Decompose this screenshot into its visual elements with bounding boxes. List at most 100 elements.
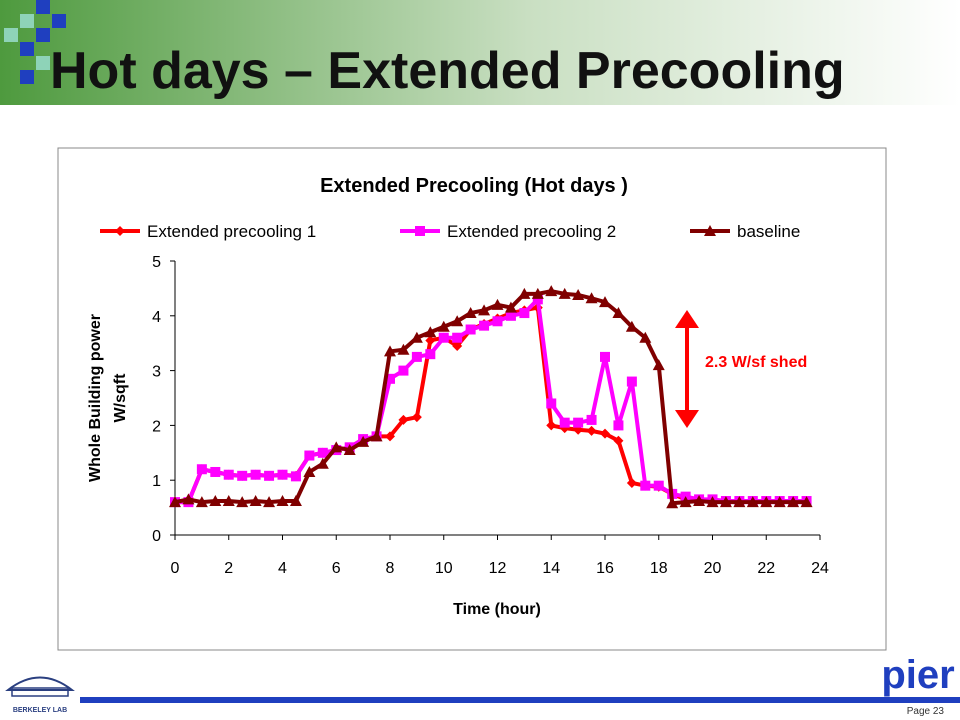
point <box>411 351 422 362</box>
y-tick-label: 2 <box>152 418 161 435</box>
logo-left: BERKELEY LAB <box>13 707 67 714</box>
legend-label: baseline <box>737 222 800 241</box>
point <box>330 441 343 453</box>
legend-marker <box>415 226 425 236</box>
x-tick-label: 2 <box>224 560 233 577</box>
legend-label: Extended precooling 1 <box>147 222 316 241</box>
point <box>236 496 249 508</box>
chart-title: Extended Precooling (Hot days ) <box>320 175 628 197</box>
point <box>504 301 517 313</box>
point <box>196 464 207 475</box>
x-tick-label: 12 <box>489 560 507 577</box>
point <box>546 420 557 431</box>
point <box>452 332 463 343</box>
point <box>585 292 598 304</box>
point <box>425 349 436 360</box>
point <box>491 298 504 310</box>
point <box>613 420 624 431</box>
legend-marker <box>115 226 125 236</box>
point <box>519 308 530 319</box>
point <box>384 345 396 357</box>
point <box>626 477 637 488</box>
point <box>573 417 584 428</box>
point <box>317 447 328 458</box>
x-tick-label: 4 <box>278 560 287 577</box>
point <box>679 496 692 508</box>
footer-bar <box>80 697 960 703</box>
y-axis-label: Whole Building power W/sqft <box>87 314 129 482</box>
point <box>492 316 503 327</box>
point <box>385 431 395 442</box>
point <box>397 343 410 355</box>
point <box>613 435 624 446</box>
x-tick-label: 24 <box>811 560 829 577</box>
point <box>385 373 395 384</box>
point <box>290 471 301 482</box>
point <box>478 304 491 316</box>
point <box>249 495 262 507</box>
point <box>531 287 544 299</box>
point <box>787 496 800 508</box>
point <box>479 320 490 331</box>
logo-left-icon <box>5 676 75 697</box>
y-tick-label: 4 <box>152 309 161 326</box>
point <box>706 496 719 508</box>
point <box>169 496 181 508</box>
chart-frame <box>57 147 887 651</box>
x-axis-label: Time (hour) <box>453 601 541 618</box>
point <box>572 288 585 300</box>
point <box>209 495 222 507</box>
point <box>304 450 315 461</box>
x-tick-label: 22 <box>757 560 775 577</box>
point <box>640 480 651 491</box>
point <box>210 466 221 477</box>
point <box>546 398 557 409</box>
page-number: Page 23 <box>907 706 945 717</box>
point <box>653 480 664 491</box>
point <box>586 414 597 425</box>
point <box>746 496 759 508</box>
point <box>559 417 570 428</box>
y-tick-label: 1 <box>152 473 161 490</box>
point <box>693 495 706 507</box>
point <box>182 493 195 505</box>
x-tick-label: 6 <box>332 560 341 577</box>
point <box>195 496 208 508</box>
point <box>600 351 610 362</box>
point <box>316 457 329 469</box>
x-tick-label: 20 <box>704 560 722 577</box>
point <box>505 310 516 321</box>
point <box>237 470 248 481</box>
point <box>425 335 436 346</box>
point <box>652 359 665 371</box>
point <box>452 340 463 351</box>
shed-arrow <box>675 310 699 428</box>
point <box>545 285 558 297</box>
point <box>666 497 679 509</box>
point <box>465 324 476 335</box>
point <box>626 376 637 387</box>
x-tick-label: 0 <box>171 560 180 577</box>
y-tick-label: 5 <box>152 254 161 271</box>
point <box>558 287 571 299</box>
point <box>398 414 409 425</box>
slide-title: Hot days – Extended Precooling <box>50 42 845 100</box>
point <box>733 496 746 508</box>
point <box>625 320 638 332</box>
point <box>398 365 409 376</box>
point <box>411 412 422 423</box>
legend-label: Extended precooling 2 <box>447 222 616 241</box>
point <box>600 428 610 439</box>
legend-marker <box>704 225 716 236</box>
point <box>276 495 289 507</box>
point <box>760 496 773 508</box>
point <box>464 307 477 319</box>
y-axis-label-line: Whole Building power <box>87 314 104 482</box>
point <box>599 296 611 308</box>
point <box>343 444 356 456</box>
x-tick-label: 14 <box>542 560 560 577</box>
x-tick-label: 10 <box>435 560 453 577</box>
point <box>639 331 652 343</box>
